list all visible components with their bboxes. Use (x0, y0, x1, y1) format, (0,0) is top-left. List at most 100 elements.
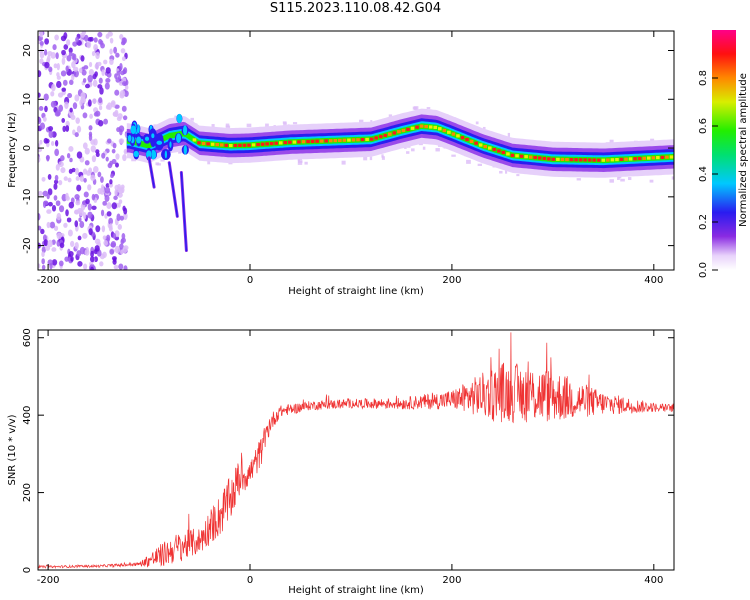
noise-speckle (121, 233, 126, 240)
noise-speckle (60, 155, 65, 162)
noise-speckle (119, 128, 123, 136)
noise-speckle (84, 249, 90, 256)
ridge-peak (578, 158, 583, 162)
noise-speckle (104, 186, 111, 194)
noise-speckle (70, 255, 74, 262)
noise-speckle (53, 195, 58, 201)
noise-speckle (52, 44, 57, 51)
faint-speckle (363, 156, 368, 161)
noise-speckle (68, 47, 73, 54)
noise-speckle (60, 70, 67, 77)
turbulence-blob-core (164, 150, 168, 159)
noise-speckle (91, 50, 96, 57)
noise-speckle (77, 235, 82, 241)
spectrogram-xtick-label: 200 (442, 275, 461, 286)
noise-speckle (93, 37, 98, 43)
noise-speckle (70, 240, 75, 248)
noise-speckle (65, 125, 70, 132)
ridge-peak (210, 142, 215, 146)
ridge-peak (269, 141, 274, 146)
ridge-peak (519, 154, 524, 158)
noise-speckle (85, 198, 90, 205)
spectrogram-ytick-label: -20 (22, 237, 33, 253)
faint-speckle (406, 151, 410, 154)
ridge-peak (433, 125, 438, 130)
noise-speckle (103, 118, 108, 125)
noise-speckle (44, 38, 50, 45)
faint-speckle (190, 117, 194, 121)
spectrogram-ylabel: Frequency (Hz) (7, 112, 18, 188)
noise-speckle (40, 228, 45, 235)
noise-speckle (109, 249, 115, 255)
noise-speckle (74, 241, 79, 250)
noise-speckle (38, 143, 41, 148)
noise-speckle (61, 87, 67, 92)
noise-speckle (121, 105, 127, 112)
ridge-peak (628, 157, 633, 161)
faint-speckle (155, 162, 160, 166)
noise-speckle (99, 87, 104, 95)
noise-speckle (120, 48, 126, 54)
ridge-peak (474, 141, 478, 145)
noise-speckle (111, 202, 118, 210)
noise-speckle (55, 200, 61, 207)
noise-speckle (90, 145, 96, 153)
spectrogram-ytick-label: 20 (22, 44, 33, 57)
ridge-peak (292, 140, 297, 144)
noise-speckle (46, 221, 51, 229)
noise-speckle (51, 259, 58, 266)
noise-speckle (111, 148, 116, 154)
noise-speckle (76, 125, 82, 133)
noise-speckle (73, 69, 79, 78)
spectrogram-heatmap (38, 31, 674, 270)
ridge-peak (487, 146, 492, 150)
noise-speckle (38, 70, 42, 78)
faint-speckle (435, 148, 440, 152)
noise-speckle (105, 67, 111, 74)
noise-speckle (84, 83, 90, 89)
noise-speckle (74, 209, 79, 215)
faint-speckle (131, 158, 137, 162)
snr-ytick-label: 600 (22, 328, 33, 347)
ridge-peak (601, 158, 606, 162)
noise-speckle (79, 32, 86, 38)
ridge-peak (338, 138, 342, 143)
noise-speckle (119, 215, 125, 221)
snr-xtick-label: 400 (644, 575, 663, 586)
faint-speckle (304, 161, 308, 165)
colorbar-tick-label: 0.4 (698, 166, 709, 182)
noise-speckle (98, 77, 103, 84)
ridge-peak (478, 143, 483, 147)
noise-speckle (72, 102, 78, 110)
ridge-peak (642, 156, 647, 160)
noise-speckle (114, 73, 118, 80)
faint-speckle (207, 160, 211, 165)
ridge-peak (651, 156, 656, 160)
spectrogram-frame (37, 30, 675, 271)
noise-speckle (88, 133, 93, 142)
snr-xtick-label: 200 (442, 575, 461, 586)
snr-series-line (38, 332, 674, 570)
noise-speckle (87, 211, 93, 219)
snr-ylabel: SNR (10 * v/v) (7, 414, 18, 485)
noise-speckle (113, 264, 119, 270)
noise-speckle (53, 63, 58, 69)
noise-speckle (67, 93, 73, 99)
noise-speckle (97, 171, 102, 178)
turbulence-blob-core (130, 125, 137, 134)
noise-speckle (90, 266, 94, 270)
turbulence-blob-core (176, 133, 182, 144)
noise-speckle (104, 194, 110, 202)
ridge-peak (215, 143, 219, 147)
noise-speckle (63, 32, 68, 40)
noise-speckle (110, 101, 116, 108)
ridge-peak (537, 156, 542, 160)
noise-speckle (105, 183, 110, 188)
noise-speckle (118, 138, 125, 144)
spectrogram-xlabel: Height of straight line (km) (288, 286, 424, 297)
noise-speckle (94, 63, 100, 70)
ridge-peak (569, 158, 574, 162)
faint-speckle (671, 176, 674, 180)
noise-speckle (94, 245, 100, 252)
noise-speckle (38, 212, 41, 221)
